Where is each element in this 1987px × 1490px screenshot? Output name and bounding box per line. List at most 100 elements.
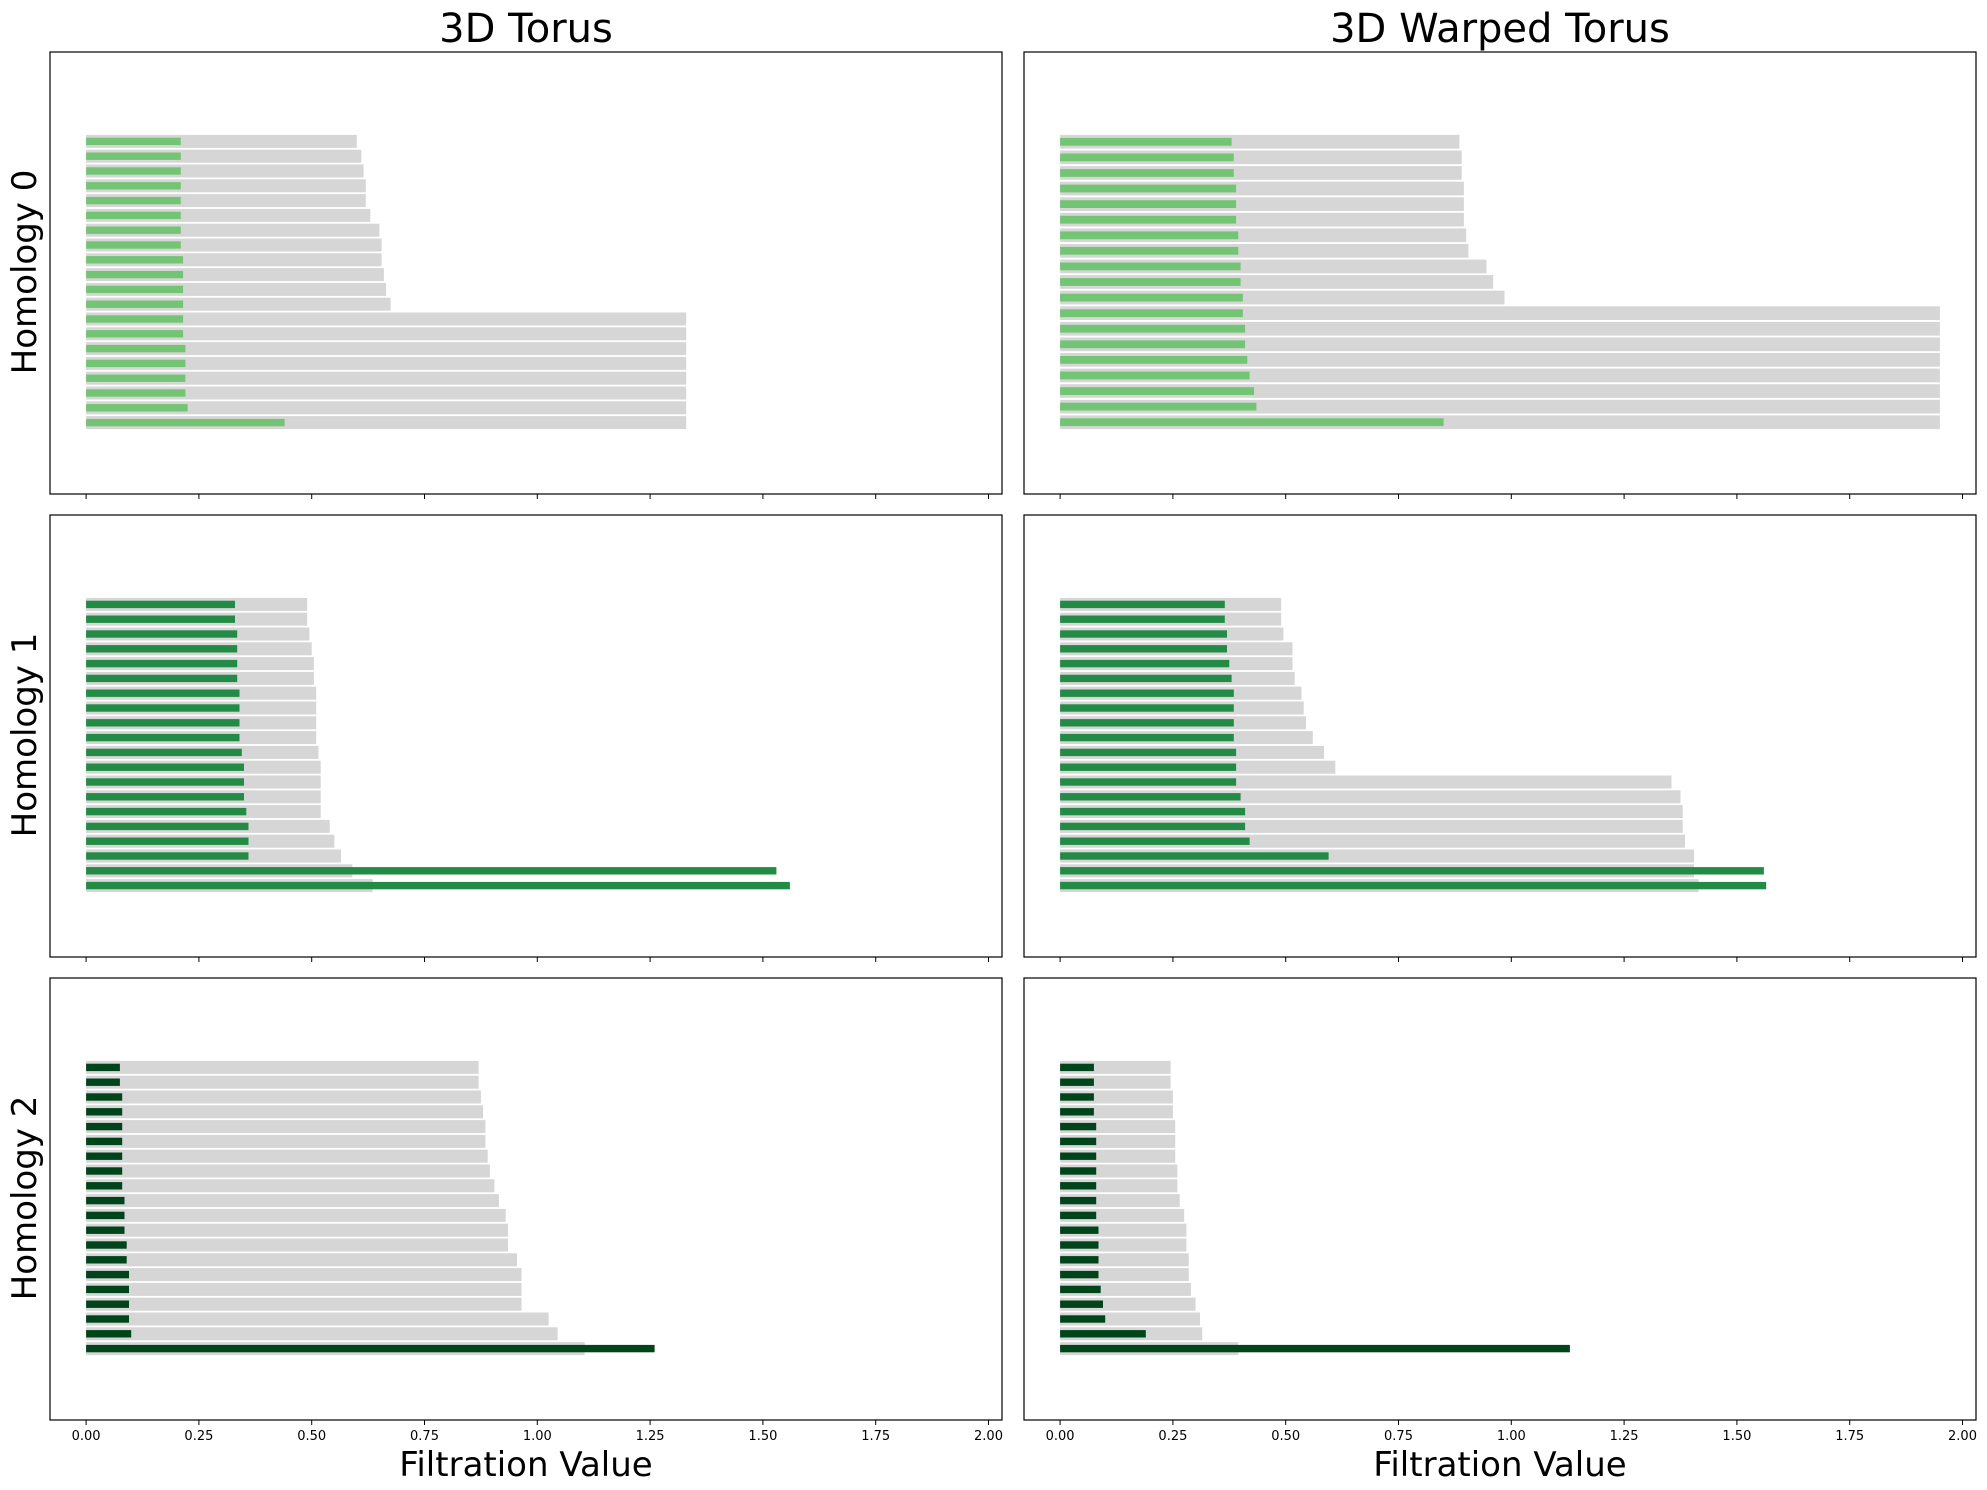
- panel-0-0: [49, 51, 1003, 499]
- row-label-homology-2: Homology 2: [5, 1096, 45, 1301]
- bar-death: [86, 1179, 495, 1193]
- bar-birth: [1060, 867, 1764, 875]
- bar-death: [86, 1194, 499, 1208]
- x-tick-label: 0.25: [184, 1429, 213, 1444]
- panel-0-1: [1023, 51, 1977, 499]
- bar-birth: [1060, 418, 1444, 427]
- bar-birth: [86, 1167, 123, 1175]
- bar-birth: [86, 1300, 129, 1308]
- bar-birth: [1060, 1226, 1099, 1234]
- bar-birth: [1060, 387, 1255, 395]
- bar-birth: [1060, 153, 1234, 162]
- bar-birth: [86, 137, 181, 146]
- bar-birth: [86, 674, 238, 683]
- bar-death: [86, 1060, 479, 1074]
- axes-frame: [49, 51, 1003, 495]
- bar-birth: [1060, 1211, 1097, 1220]
- bar-birth: [1060, 1285, 1101, 1294]
- bar-death: [86, 1090, 481, 1104]
- bar-death: [86, 1149, 488, 1163]
- bar-death: [1060, 399, 1940, 414]
- bar-birth: [1060, 615, 1225, 623]
- bar-birth: [86, 763, 244, 771]
- panel-2-1: 0.00 0.25 0.50 0.75 1.00 1.25 1.50 1.75 2.00: [1023, 977, 1977, 1444]
- bar-birth: [86, 226, 181, 234]
- bar-birth: [1060, 763, 1237, 771]
- axes-frame: [49, 977, 1003, 1421]
- bar-birth: [1060, 852, 1329, 860]
- x-tick-label: 0.75: [1384, 1429, 1413, 1444]
- bar-birth: [1060, 137, 1232, 146]
- bar-death: [86, 1282, 522, 1296]
- bar-birth: [86, 1241, 127, 1249]
- bar-birth: [1060, 1196, 1097, 1205]
- axes-frame: [49, 514, 1003, 958]
- x-tick-label: 1.00: [1497, 1429, 1526, 1444]
- bar-death: [86, 342, 687, 356]
- bar-birth: [1060, 881, 1767, 890]
- bar-birth: [86, 270, 184, 279]
- bar-death: [1060, 306, 1940, 320]
- bar-death: [86, 1223, 508, 1237]
- bar-birth: [86, 659, 238, 668]
- bar-birth: [1060, 1315, 1106, 1323]
- x-tick-label: 1.75: [861, 1429, 890, 1444]
- bar-birth: [86, 645, 238, 653]
- bar-birth: [86, 418, 285, 427]
- bar-birth: [86, 285, 184, 294]
- bar-birth: [1060, 645, 1227, 653]
- bar-birth: [1060, 1241, 1099, 1249]
- x-tick-label: 1.50: [748, 1429, 777, 1444]
- x-tick-label: 0.00: [1046, 1429, 1075, 1444]
- bar-birth: [1060, 1063, 1094, 1072]
- bar-birth: [86, 1137, 123, 1146]
- bar-birth: [1060, 231, 1239, 240]
- bar-death: [1060, 384, 1940, 398]
- bar-birth: [1060, 837, 1250, 845]
- bar-birth: [86, 719, 240, 727]
- bar-birth: [1060, 340, 1246, 349]
- bar-birth: [86, 837, 249, 845]
- bar-birth: [1060, 1300, 1103, 1308]
- bar-birth: [86, 344, 186, 353]
- bar-birth: [86, 330, 184, 338]
- bar-birth: [1060, 807, 1246, 816]
- bar-birth: [86, 1093, 123, 1101]
- x-tick-label: 0.50: [1271, 1429, 1300, 1444]
- bar-birth: [1060, 674, 1232, 683]
- bar-birth: [86, 733, 240, 742]
- bar-birth: [1060, 600, 1225, 609]
- bar-birth: [86, 1063, 120, 1072]
- bar-birth: [1060, 278, 1241, 286]
- bar-birth: [86, 1256, 127, 1264]
- bar-death: [86, 1164, 490, 1178]
- bar-death: [86, 1120, 486, 1134]
- bar-birth: [1060, 356, 1248, 364]
- bar-birth: [86, 1122, 123, 1131]
- bar-birth: [86, 1108, 123, 1116]
- bar-birth: [1060, 719, 1234, 727]
- x-tick-label: 1.25: [636, 1429, 665, 1444]
- bar-death: [86, 1208, 506, 1222]
- bar-birth: [1060, 200, 1237, 208]
- bar-birth: [86, 778, 244, 786]
- bar-birth: [1060, 1182, 1097, 1190]
- bar-birth: [1060, 184, 1237, 193]
- bar-death: [86, 1312, 549, 1326]
- bar-birth: [86, 600, 235, 609]
- x-axis-title-warped-torus: Filtration Value: [1373, 1445, 1626, 1485]
- panel-1-0: [49, 514, 1003, 962]
- bar-death: [86, 1268, 522, 1282]
- x-tick-label: 1.00: [523, 1429, 552, 1444]
- bar-birth: [1060, 402, 1257, 411]
- bar-birth: [1060, 371, 1250, 380]
- bar-death: [86, 1297, 522, 1311]
- bar-death: [86, 1075, 479, 1089]
- bar-birth: [1060, 1256, 1099, 1264]
- panel-2-0: 0.00 0.25 0.50 0.75 1.00 1.25 1.50 1.75 2.00: [49, 977, 1003, 1444]
- bar-birth: [86, 822, 249, 831]
- bar-birth: [1060, 262, 1241, 271]
- bar-birth: [1060, 1152, 1097, 1160]
- bar-birth: [1060, 1330, 1146, 1338]
